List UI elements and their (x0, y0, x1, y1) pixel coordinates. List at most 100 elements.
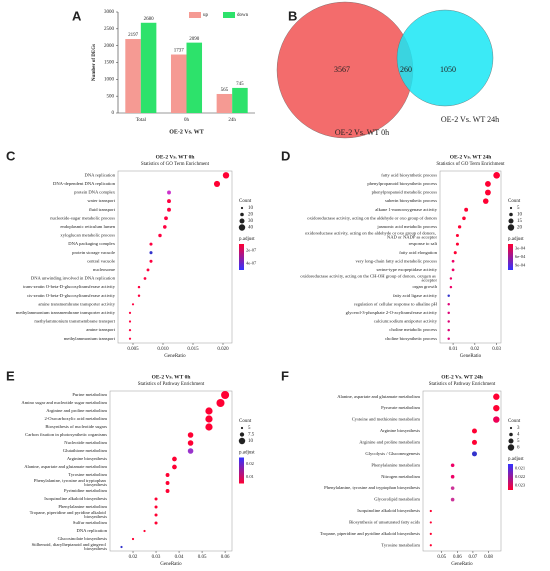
category-label: oxidoreductase activity, acting on the C… (300, 273, 437, 282)
dot (429, 532, 432, 535)
category-label: serine-type exopeptidase activity (377, 267, 438, 272)
venn-count: 260 (400, 65, 412, 74)
category-label: water transport (87, 198, 115, 203)
bar (186, 42, 203, 113)
venn-set-label: OE-2 Vs. WT 24h (441, 115, 499, 124)
colorbar-label: 4e-07 (246, 261, 257, 266)
dot (447, 337, 450, 340)
size-legend-label: 5 (517, 206, 520, 211)
size-legend-label: 7.5 (248, 433, 255, 438)
colorbar (239, 244, 244, 270)
size-legend-dot (508, 438, 514, 444)
dot (131, 303, 135, 306)
dot (167, 207, 171, 212)
dot (449, 277, 453, 280)
plot-frame (117, 170, 233, 344)
x-tick-label: 0.015 (187, 347, 199, 352)
dot (213, 180, 221, 187)
category-label: Glutathione metabolism (63, 448, 108, 453)
size-legend-title: Count (239, 199, 252, 204)
category-label: 2-Oxocarboxylic acid metabolism (44, 416, 107, 421)
dot (172, 464, 177, 470)
category-label: fatty acid elongation (399, 250, 437, 255)
chart-subtitle: Statistics of Pathway Enrichment (429, 382, 496, 387)
colorbar-label: 0.023 (515, 483, 526, 488)
dot (429, 544, 432, 547)
category-label: Amino sugar and nucleotide sugar metabol… (21, 400, 107, 405)
x-tick-label: 0.005 (127, 347, 139, 352)
dot (464, 207, 469, 212)
x-axis-label: GeneRatio (160, 562, 182, 567)
category-label: phenylpropanoid biosynthetic process (367, 181, 437, 186)
dot (154, 521, 158, 525)
size-legend-dot (509, 212, 513, 217)
size-legend-label: 4 (517, 433, 520, 438)
category-label: Cysteine and methionine metabolism (352, 417, 421, 422)
category-label: Arginine biosynthesis (67, 456, 107, 461)
panel-letter: A (72, 8, 82, 23)
dot (146, 268, 150, 272)
category-label: fatty acid ligase activity (393, 293, 438, 298)
colorbar-label: 9e-04 (515, 263, 526, 268)
dot (447, 303, 450, 306)
chart-subtitle: Statistics of GO Term Enrichment (141, 162, 210, 167)
category-label: methylammonium transport (64, 336, 116, 341)
x-axis-label: GeneRatio (451, 562, 473, 567)
dot (167, 199, 171, 204)
category-label: trans-zeatin O-beta-D-glucosyltransferas… (23, 284, 116, 289)
category-label: regulation of cellular response to alkal… (354, 301, 438, 306)
dot (447, 328, 450, 332)
y-tick-label: 1000 (104, 77, 115, 82)
dot (131, 537, 135, 541)
x-tick-label: 0.06 (221, 555, 230, 560)
category-label: nucleotide-sugar metabolic process (50, 215, 115, 220)
dot (167, 190, 171, 195)
dot (450, 486, 455, 490)
y-tick-label: 1500 (104, 61, 115, 66)
category-label: jasmonic acid metabolic process (376, 224, 437, 229)
size-legend-label: 5 (517, 439, 520, 444)
dot (485, 180, 491, 187)
dot (462, 216, 466, 221)
category-label: Tyrosine metabolism (381, 542, 420, 547)
dot (164, 216, 168, 221)
category-label: Tyrosine metabolism (68, 472, 107, 477)
color-legend-title: p.adjust (508, 237, 524, 242)
colorbar (508, 244, 513, 270)
size-legend-title: Count (508, 419, 521, 424)
dot (143, 529, 146, 533)
dot (447, 294, 450, 297)
x-tick-label: 0.01 (449, 347, 458, 352)
category-label: Glucosinolate biosynthesis (58, 536, 108, 541)
category-label: oxidoreductase activity, acting on the a… (307, 215, 437, 221)
category-label: very long-chain fatty acid metabolic pro… (355, 258, 437, 263)
chart-subtitle: Statistics of GO Term Enrichment (436, 162, 505, 167)
category-label: Arginine and proline metabolism (359, 439, 420, 444)
y-tick-label: 2000 (104, 44, 115, 49)
dot (154, 513, 158, 517)
category-label: suberin biosynthetic process (385, 198, 437, 203)
colorbar-label: 0.021 (515, 465, 525, 470)
plot-frame (422, 390, 502, 552)
x-tick-label: 0.02 (470, 347, 479, 352)
dot (450, 474, 455, 479)
x-axis-label: OE-2 Vs. WT (169, 129, 204, 135)
category-label: Carbon fixation in photosynthetic organi… (25, 432, 107, 437)
category-label: DNA-dependent DNA replication (53, 181, 116, 186)
dot (172, 456, 177, 462)
dot (165, 489, 170, 493)
category-label: choline metabolic process (389, 327, 437, 332)
size-legend-dot (238, 437, 246, 445)
dot (165, 473, 170, 477)
size-legend-dot (507, 224, 515, 231)
dot (205, 423, 213, 431)
category-label: methylammonium transmembrane transporter… (16, 310, 116, 315)
category-label: protein DNA complex (74, 190, 116, 195)
dot (449, 285, 453, 289)
category-label: response to salt (409, 241, 438, 246)
category-label: Isoquinoline alkaloid biosynthesis (44, 496, 107, 501)
dot (451, 268, 455, 272)
x-tick-label: 0.06 (453, 555, 462, 560)
category-label: calcium:sodium antiporter activity (374, 319, 438, 324)
value-label: 2680 (144, 17, 155, 22)
